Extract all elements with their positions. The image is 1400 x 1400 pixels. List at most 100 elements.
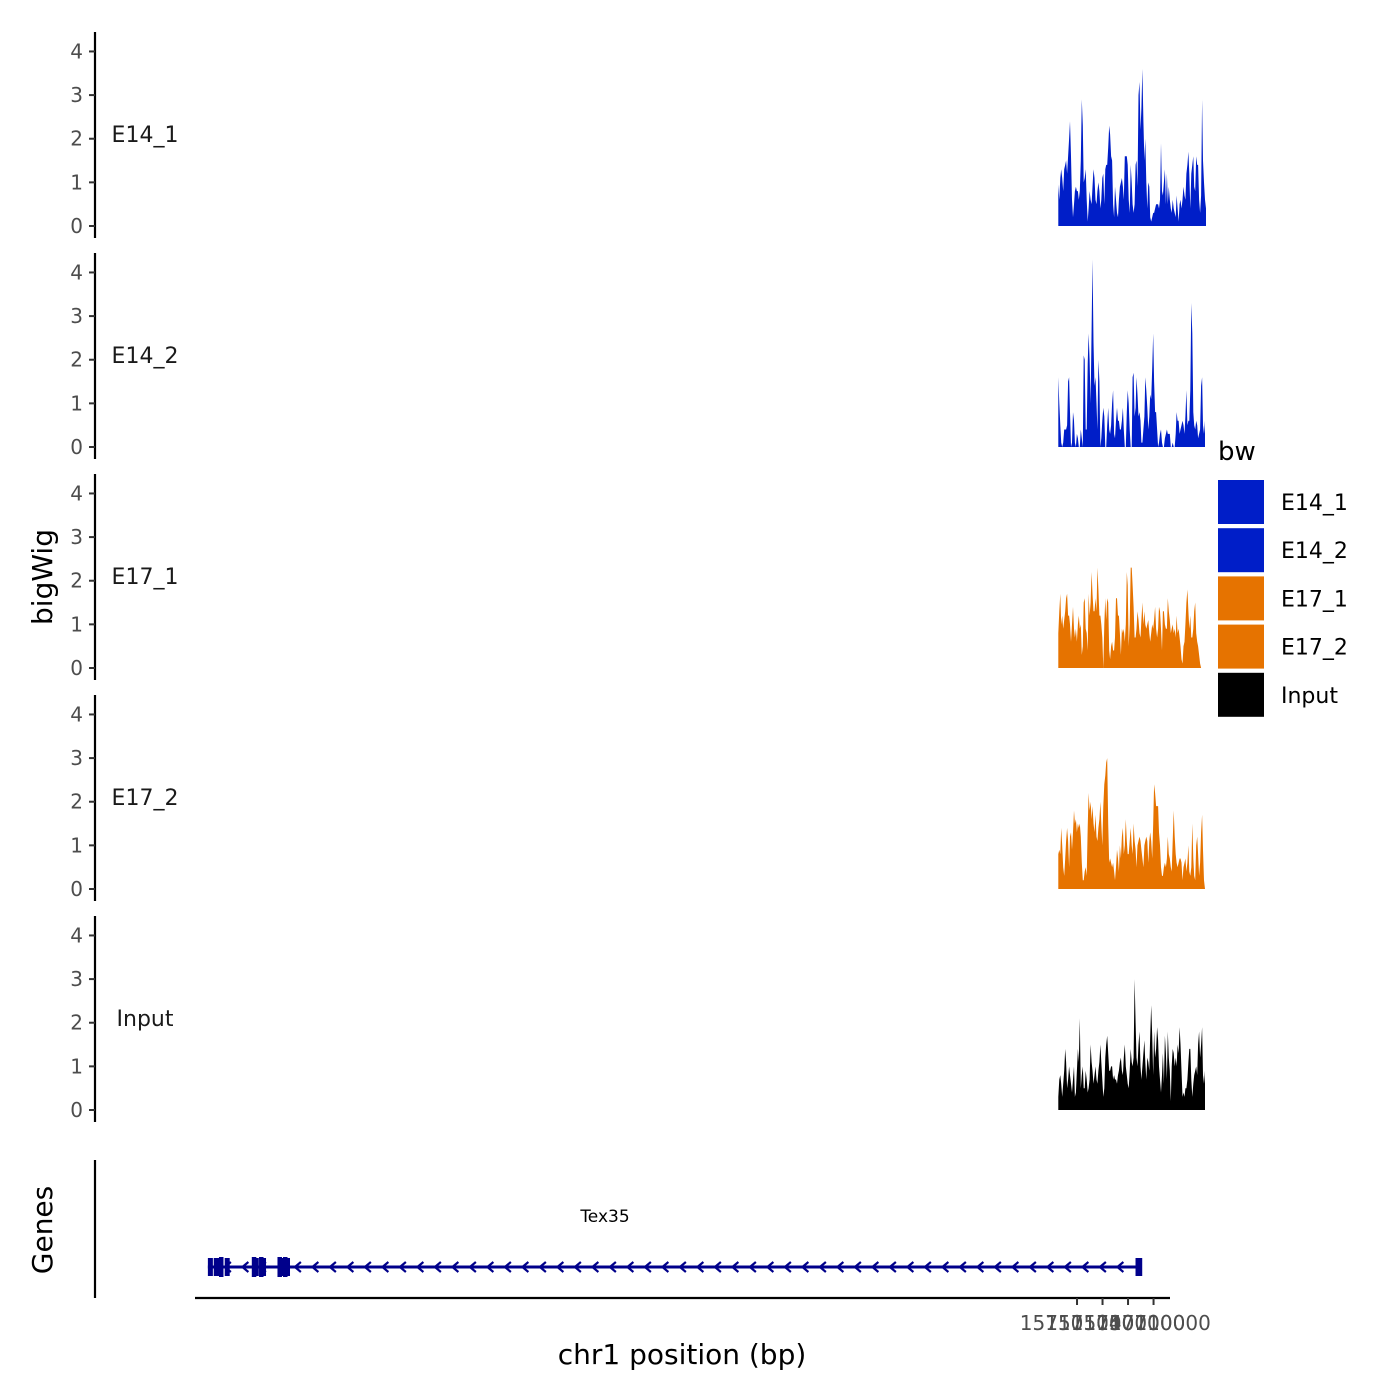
legend-entries: E14_1 E14_2 E17_1 E17_2 Input — [1218, 480, 1348, 717]
exon — [224, 1258, 230, 1276]
y-axis-title: bigWig — [26, 529, 59, 625]
coverage-area-E17_2 — [1058, 758, 1205, 889]
y-tick-label: 1 — [70, 1054, 83, 1078]
strand-arrow — [958, 1261, 967, 1273]
strand-arrow — [363, 1261, 372, 1273]
strand-arrow — [450, 1261, 460, 1273]
exon-tick — [218, 1257, 224, 1277]
strand-arrow — [993, 1261, 1002, 1273]
y-tick-label: 1 — [70, 833, 83, 857]
strand-arrow — [398, 1261, 407, 1273]
y-tick-label: 2 — [70, 127, 83, 151]
legend-swatch-E17_1 — [1218, 576, 1264, 621]
strand-arrow — [415, 1261, 425, 1273]
y-tick-label: 4 — [70, 39, 83, 63]
strand-arrow — [678, 1261, 687, 1273]
legend-swatch-E14_2 — [1218, 528, 1264, 573]
track-label: Input — [117, 1007, 174, 1032]
track-label: E17_1 — [112, 565, 179, 590]
coverage-area-Input — [1058, 979, 1205, 1110]
track-label: E17_2 — [112, 786, 179, 811]
strand-arrow — [1028, 1261, 1037, 1273]
exon-tick — [283, 1257, 288, 1277]
y-tick-label: 0 — [70, 877, 83, 901]
x-tick-label: 157110000 — [1096, 1311, 1211, 1335]
strand-arrow — [555, 1261, 565, 1273]
y-tick-label: 4 — [70, 923, 83, 947]
strand-arrow — [783, 1261, 792, 1273]
y-tick-label: 1 — [70, 612, 83, 636]
track-label: E14_1 — [112, 123, 179, 148]
strand-arrow — [1010, 1261, 1020, 1273]
legend-swatch-E14_1 — [1218, 480, 1264, 524]
strand-arrow — [590, 1261, 600, 1273]
y-tick-label: 2 — [70, 1011, 83, 1035]
x-axis-title: chr1 position (bp) — [558, 1338, 807, 1371]
strand-arrow — [503, 1261, 512, 1273]
strand-arrow — [468, 1261, 477, 1273]
x-tick-label: 157104000 — [1045, 1311, 1160, 1335]
legend-label-E17_2: E17_2 — [1281, 636, 1348, 661]
legend-label-Input: Input — [1281, 684, 1338, 709]
legend-label-E14_1: E14_1 — [1281, 491, 1348, 516]
strand-arrow — [853, 1261, 862, 1273]
legend-swatch-E17_2 — [1218, 624, 1264, 669]
legend-title: bw — [1218, 437, 1256, 467]
strand-arrow — [538, 1261, 547, 1273]
x-tick-label: 157101000 — [1020, 1311, 1135, 1335]
legend: bw E14_1 E14_2 E17_1 E17_2 Input — [1218, 437, 1348, 717]
y-tick-label: 2 — [70, 569, 83, 593]
y-tick-label: 3 — [70, 525, 83, 549]
exon — [213, 1258, 219, 1276]
strand-arrow — [800, 1261, 810, 1273]
track-label: E14_2 — [112, 344, 179, 369]
y-tick-label: 4 — [70, 702, 83, 726]
y-tick-label: 3 — [70, 746, 83, 770]
strand-arrow — [975, 1261, 985, 1273]
coverage-area-E17_1 — [1058, 567, 1202, 668]
exon — [1135, 1258, 1141, 1276]
strand-arrow — [1063, 1261, 1072, 1273]
strand-arrow — [940, 1261, 950, 1273]
gene-label: Tex35 — [579, 1207, 629, 1227]
track-E17_1: 0 1 2 3 4 E17_1 — [70, 474, 1202, 680]
y-tick-label: 4 — [70, 481, 83, 505]
strand-arrow — [730, 1261, 740, 1273]
strand-arrow — [818, 1261, 827, 1273]
coverage-area-E14_2 — [1058, 259, 1205, 447]
strand-arrow — [328, 1261, 337, 1273]
y-tick-label: 3 — [70, 83, 83, 107]
strand-arrow — [748, 1261, 757, 1273]
exon-tick — [251, 1257, 257, 1277]
strand-arrow — [573, 1261, 582, 1273]
genes-axis-title: Genes — [26, 1186, 59, 1274]
strand-arrow — [1045, 1261, 1055, 1273]
strand-arrow — [905, 1261, 915, 1273]
strand-arrow — [345, 1261, 355, 1273]
strand-arrow — [380, 1261, 390, 1273]
strand-arrow — [695, 1261, 705, 1273]
exon — [207, 1258, 213, 1276]
coverage-area-E14_1 — [1058, 68, 1206, 227]
strand-arrow — [765, 1261, 775, 1273]
strand-arrow — [625, 1261, 635, 1273]
strand-arrow — [713, 1261, 722, 1273]
strand-arrow — [870, 1261, 880, 1273]
y-tick-label: 0 — [70, 214, 83, 238]
strand-arrow — [485, 1261, 495, 1273]
legend-swatch-Input — [1218, 672, 1264, 717]
strand-arrow — [1115, 1261, 1125, 1273]
legend-label-E14_2: E14_2 — [1281, 539, 1348, 564]
y-tick-label: 0 — [70, 435, 83, 459]
y-tick-label: 1 — [70, 170, 83, 194]
strand-arrow — [608, 1261, 617, 1273]
track-E17_2: 0 1 2 3 4 E17_2 — [70, 695, 1205, 901]
strand-arrow — [835, 1261, 845, 1273]
strand-arrow — [1080, 1261, 1090, 1273]
track-E14_1: 0 1 2 3 4 E14_1 — [70, 32, 1206, 238]
track-E14_2: 0 1 2 3 4 E14_2 — [70, 253, 1205, 459]
strand-arrow — [310, 1261, 320, 1273]
legend-label-E17_1: E17_1 — [1281, 587, 1348, 612]
